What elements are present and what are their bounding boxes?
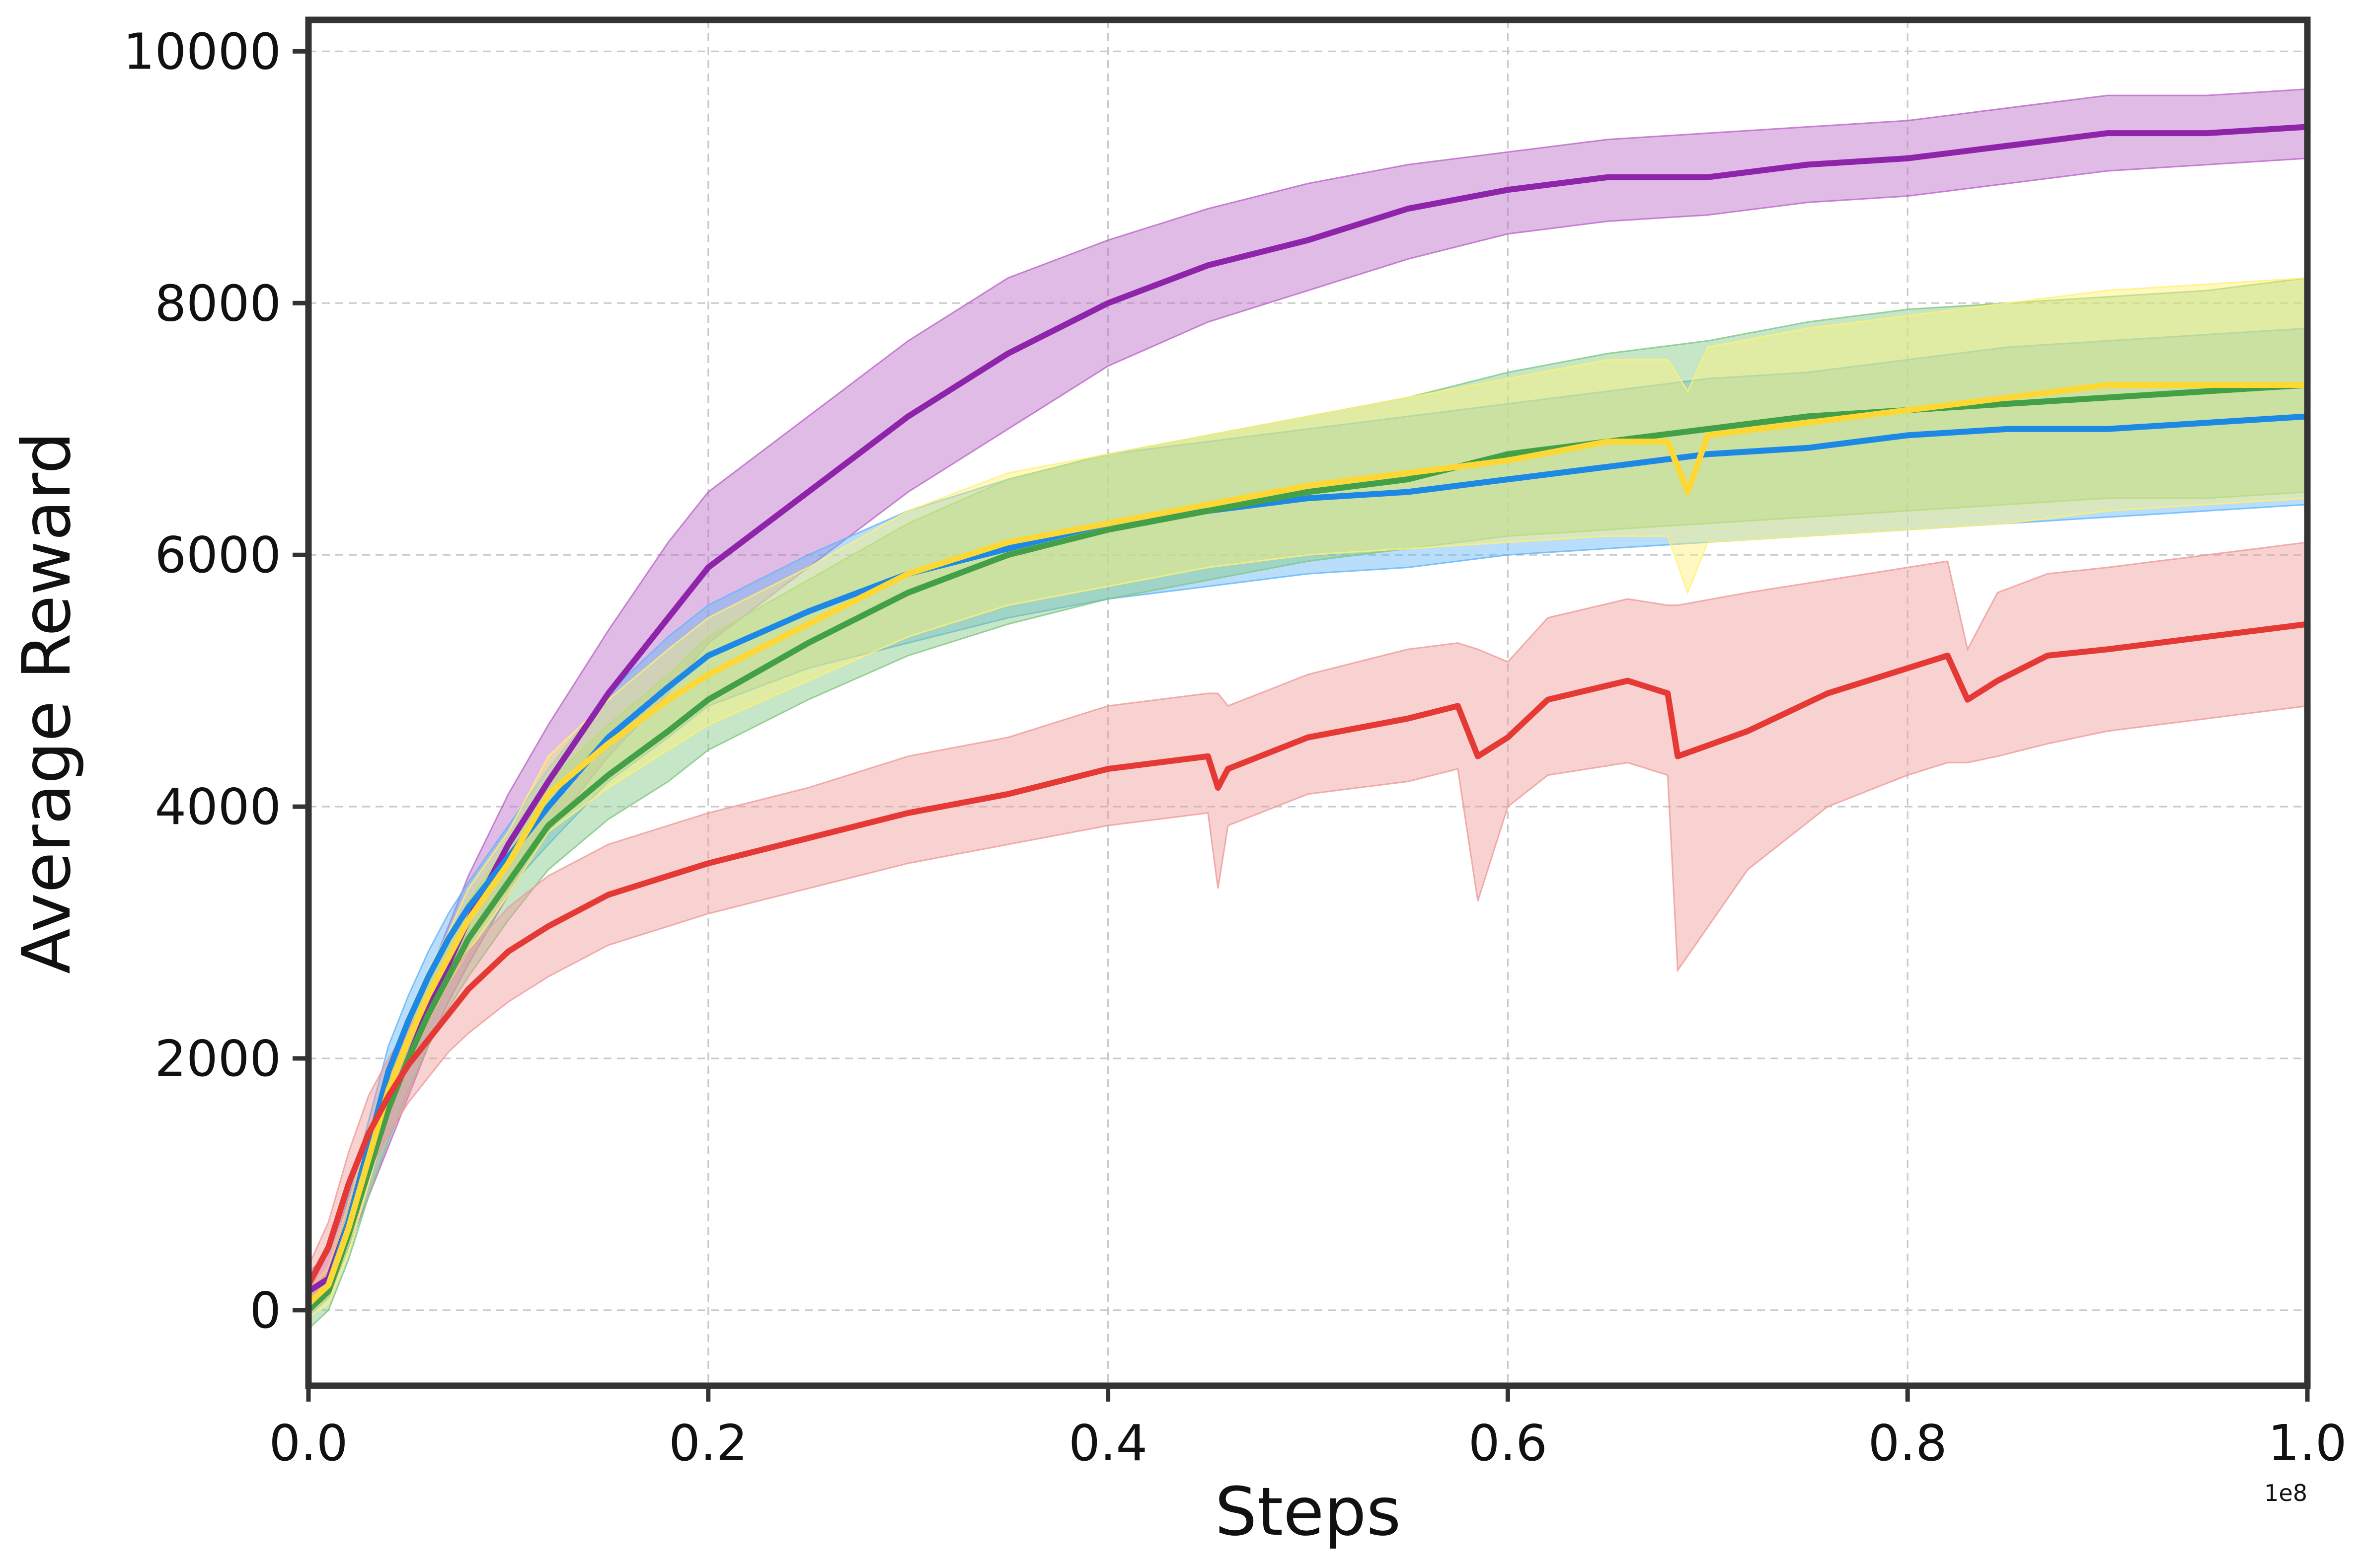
x-axis-title: Steps <box>1215 1473 1401 1551</box>
x-tick-label: 0.6 <box>1468 1414 1547 1472</box>
line-yellow <box>305 382 2310 1307</box>
y-tick-label: 2000 <box>155 1030 282 1088</box>
y-tick-label: 8000 <box>155 274 282 332</box>
x-tick-label: 0.2 <box>669 1414 748 1472</box>
x-tick-label: 0.8 <box>1868 1414 1947 1472</box>
x-axis-offset-label: 1e8 <box>2264 1480 2307 1506</box>
y-tick-label: 4000 <box>155 778 282 836</box>
x-tick-label: 0.0 <box>269 1414 348 1472</box>
series-lines <box>305 124 2310 1313</box>
line-blue <box>305 413 2310 1307</box>
y-tick-label: 6000 <box>155 526 282 584</box>
x-tick-label: 1.0 <box>2268 1414 2347 1472</box>
y-tick-label: 10000 <box>123 22 281 80</box>
plot-frame <box>305 16 2311 1389</box>
y-axis-title: Average Reward <box>8 432 85 974</box>
axis-ticks: 0.0 0.2 0.4 0.6 0.8 1.0 0 2000 4000 6000 8000 10000 <box>123 22 2347 1472</box>
y-tick-label: 0 <box>249 1281 281 1340</box>
line-red <box>305 621 2310 1288</box>
x-tick-label: 0.4 <box>1068 1414 1147 1472</box>
